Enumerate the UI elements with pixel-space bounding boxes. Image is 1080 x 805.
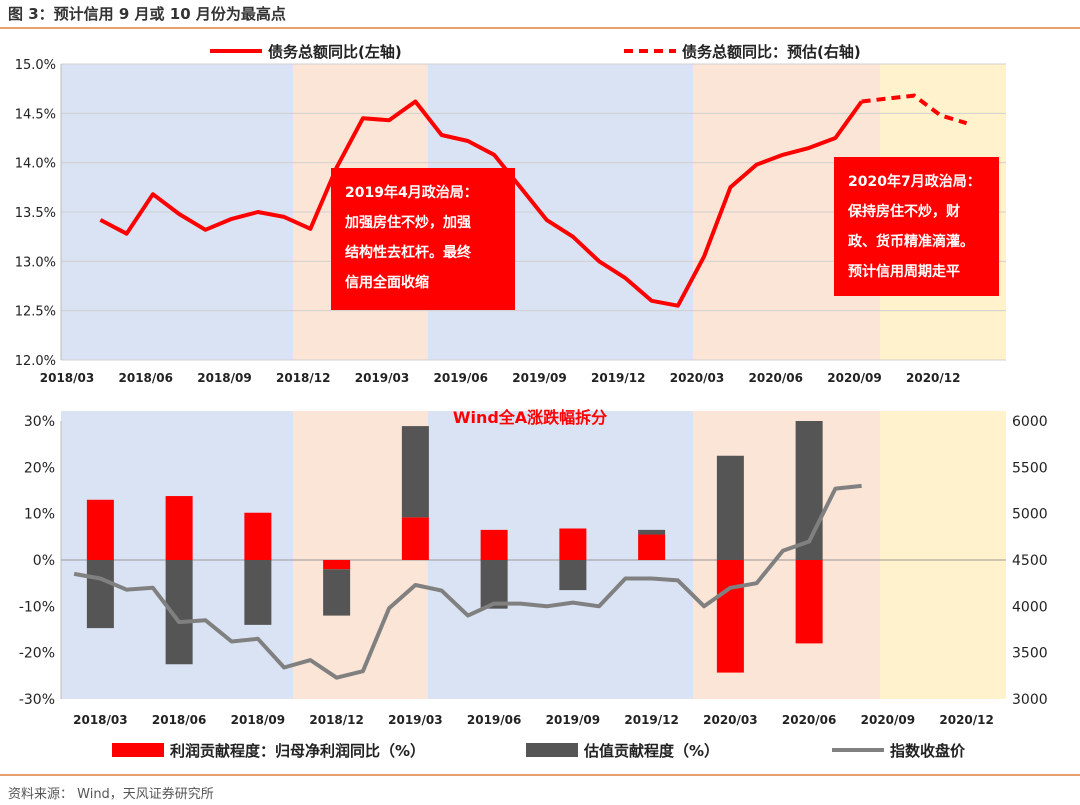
bottom-bars bbox=[86, 421, 823, 673]
bottom-x-tick-label: 2020/06 bbox=[782, 713, 836, 727]
profit-bar bbox=[480, 529, 508, 560]
bottom-y-tick-label: 10% bbox=[24, 507, 55, 523]
legend: 债务总额同比(左轴) 债务总额同比：预估(右轴) 利润贡献程度：归母净利润同比（%）… bbox=[112, 43, 966, 760]
bottom-y-tick-label: 20% bbox=[24, 460, 55, 476]
legend-index-label: 指数收盘价 bbox=[890, 742, 966, 760]
profit-bar bbox=[559, 528, 587, 560]
annotation-text: 预计信用周期走平 bbox=[848, 263, 960, 280]
bottom-x-tick-label: 2019/06 bbox=[467, 713, 521, 727]
top-x-tick-label: 2018/06 bbox=[119, 371, 173, 385]
top-y-tick-label: 13.0% bbox=[15, 255, 56, 270]
bottom-y2-tick-label: 4000 bbox=[1012, 599, 1048, 615]
bottom-band-yellow bbox=[880, 411, 1006, 699]
bottom-axes: 30% 20% 10% 0% -10% -20% -30% 6000 5500 5000 4500 4… bbox=[19, 408, 1048, 727]
chart-canvas: 15.0% 14.5% 14.0% 13.5% 13.0% 12.5% 12.0% 2018/… bbox=[15, 43, 1048, 760]
bottom-x-tick-label: 2018/09 bbox=[231, 713, 285, 727]
source-note: 资料来源： Wind，天风证券研究所 bbox=[8, 787, 214, 802]
bottom-y-tick-label: -10% bbox=[19, 599, 55, 615]
bottom-x-tick-label: 2020/09 bbox=[861, 713, 915, 727]
top-y-tick-label: 12.5% bbox=[15, 305, 56, 320]
top-x-tick-label: 2018/12 bbox=[276, 371, 330, 385]
debt-yoy-line bbox=[99, 99, 864, 308]
annotation-box-2 bbox=[834, 157, 999, 296]
legend-profit-swatch bbox=[112, 743, 164, 757]
top-y-tick-label: 12.0% bbox=[15, 354, 56, 369]
bottom-y-tick-label: -30% bbox=[19, 692, 55, 708]
bottom-x-tick-label: 2019/09 bbox=[546, 713, 600, 727]
bottom-chart-title: Wind全A涨跌幅拆分 bbox=[453, 408, 607, 427]
valuation-bar bbox=[795, 421, 823, 560]
bottom-y2-tick-label: 6000 bbox=[1012, 414, 1048, 430]
annotation-text: 信用全面收缩 bbox=[345, 274, 429, 291]
profit-bar bbox=[165, 496, 193, 560]
profit-bar bbox=[401, 517, 429, 560]
profit-bar bbox=[86, 499, 114, 560]
profit-bar bbox=[638, 534, 666, 560]
top-y-tick-label: 14.0% bbox=[15, 157, 56, 172]
bottom-y2-tick-label: 3500 bbox=[1012, 646, 1048, 662]
index-close-line bbox=[73, 483, 862, 680]
top-y-tick-label: 13.5% bbox=[15, 206, 56, 221]
annotation-text: 2020年7月政治局： bbox=[848, 173, 981, 190]
profit-bar bbox=[244, 512, 272, 560]
annotation-box-1 bbox=[331, 168, 515, 310]
bottom-x-tick-label: 2019/12 bbox=[624, 713, 678, 727]
top-x-tick-label: 2019/03 bbox=[355, 371, 409, 385]
bottom-x-tick-label: 2018/12 bbox=[309, 713, 363, 727]
bottom-y-tick-label: -20% bbox=[19, 646, 55, 662]
top-y-tick-label: 15.0% bbox=[15, 58, 56, 73]
bottom-y2-tick-label: 5000 bbox=[1012, 507, 1048, 523]
annotation-text: 结构性去杠杆。最终 bbox=[345, 244, 472, 261]
bottom-x-tick-label: 2019/03 bbox=[388, 713, 442, 727]
top-x-tick-label: 2018/03 bbox=[40, 371, 94, 385]
debt-yoy-forecast-line bbox=[861, 93, 968, 126]
annotation-text: 保持房住不炒，财 bbox=[847, 203, 960, 220]
legend-valuation-label: 估值贡献程度（%） bbox=[583, 742, 719, 760]
bottom-y-tick-label: 30% bbox=[24, 414, 55, 430]
legend-dashed-label: 债务总额同比：预估(右轴) bbox=[682, 43, 861, 61]
annotation-text: 政、货币精准滴灌。 bbox=[848, 233, 974, 250]
figure-title: 图 3：预计信用 9 月或 10 月份为最高点 bbox=[8, 5, 286, 23]
top-y-tick-label: 14.5% bbox=[15, 107, 56, 122]
valuation-bar bbox=[323, 569, 351, 616]
bottom-x-tick-label: 2020/12 bbox=[939, 713, 993, 727]
bottom-x-tick-label: 2020/03 bbox=[703, 713, 757, 727]
legend-profit-label: 利润贡献程度：归母净利润同比（%） bbox=[170, 742, 425, 760]
top-x-tick-label: 2018/09 bbox=[197, 371, 251, 385]
top-x-tick-label: 2020/06 bbox=[749, 371, 803, 385]
valuation-bar bbox=[244, 560, 272, 625]
valuation-bar bbox=[716, 455, 744, 560]
legend-valuation-swatch bbox=[526, 743, 578, 757]
bottom-y2-tick-label: 4500 bbox=[1012, 553, 1048, 569]
top-x-tick-label: 2019/09 bbox=[512, 371, 566, 385]
bottom-y-tick-label: 0% bbox=[33, 553, 55, 569]
top-axes: 15.0% 14.5% 14.0% 13.5% 13.0% 12.5% 12.0% 2018/… bbox=[15, 58, 961, 385]
chart-lines bbox=[73, 93, 968, 680]
bottom-divider bbox=[0, 774, 1080, 776]
profit-bar bbox=[795, 560, 823, 644]
profit-bar bbox=[323, 560, 351, 570]
valuation-bar bbox=[559, 560, 587, 591]
top-x-tick-label: 2020/03 bbox=[670, 371, 724, 385]
legend-solid-label: 债务总额同比(左轴) bbox=[268, 43, 402, 61]
profit-bar bbox=[716, 560, 744, 673]
bottom-x-tick-label: 2018/06 bbox=[152, 713, 206, 727]
bottom-x-tick-label: 2018/03 bbox=[73, 713, 127, 727]
annotation-text: 2019年4月政治局： bbox=[345, 184, 478, 201]
title-divider bbox=[0, 27, 1080, 29]
bottom-y2-tick-label: 3000 bbox=[1012, 692, 1048, 708]
top-x-tick-label: 2020/12 bbox=[906, 371, 960, 385]
valuation-bar bbox=[86, 560, 114, 629]
top-x-tick-label: 2020/09 bbox=[827, 371, 881, 385]
bottom-period-bands bbox=[61, 411, 1006, 699]
top-x-tick-label: 2019/12 bbox=[591, 371, 645, 385]
top-x-tick-label: 2019/06 bbox=[434, 371, 488, 385]
bottom-y2-tick-label: 5500 bbox=[1012, 460, 1048, 476]
annotation-text: 加强房住不炒，加强 bbox=[344, 214, 471, 231]
valuation-bar bbox=[638, 529, 666, 535]
valuation-bar bbox=[480, 560, 508, 609]
valuation-bar bbox=[401, 426, 429, 518]
